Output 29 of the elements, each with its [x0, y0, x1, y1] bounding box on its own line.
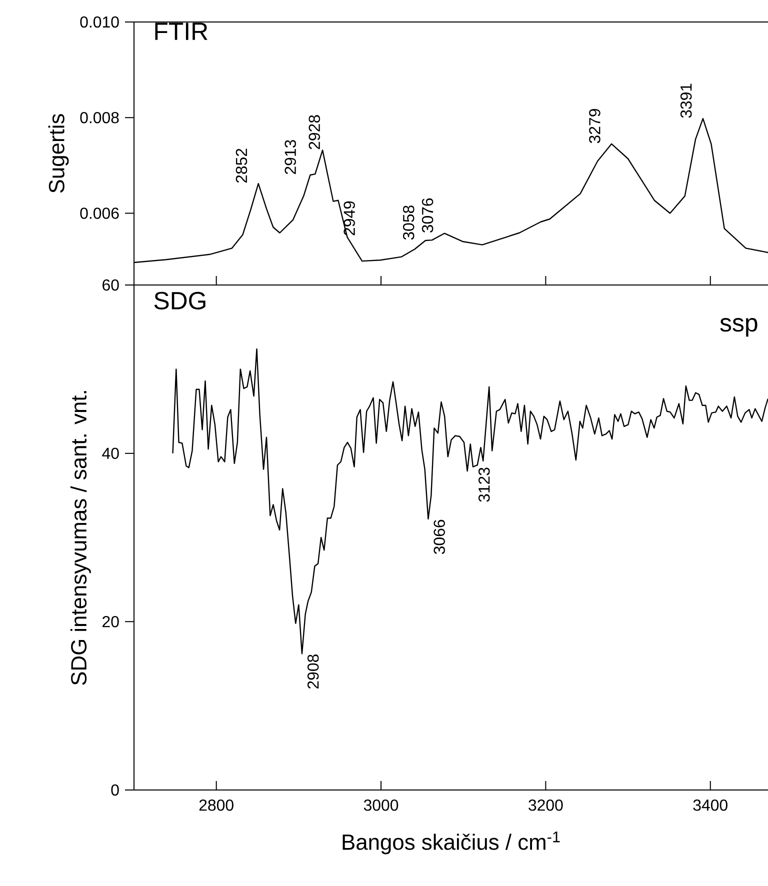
y-tick-label: 0.006: [80, 208, 119, 219]
y-axis-title: Sugertis: [48, 114, 69, 193]
y-tick-label: 0.010: [80, 16, 119, 28]
annotation: 3279: [589, 109, 600, 144]
y-tick-label: 40: [102, 448, 119, 459]
annotation: ssp: [720, 318, 758, 337]
annotation: 3076: [422, 198, 434, 233]
y-tick-label: 20: [102, 616, 119, 628]
y-tick-label: 0: [111, 784, 119, 796]
y-tick-label: 0.008: [80, 112, 119, 124]
annotation: 2949: [344, 201, 355, 236]
chart-title: FTIR: [155, 22, 208, 40]
annotation: 2852: [236, 148, 248, 183]
x-tick-label: 2800: [199, 800, 234, 811]
x-tick-label: 3400: [693, 800, 728, 811]
line-series: [172, 348, 768, 654]
annotation: 2908: [307, 654, 319, 689]
annotation: 2928: [308, 115, 320, 150]
y-axis-title: SDG intensyvumas / sant. vnt.: [70, 391, 91, 685]
chart-title: SDG: [154, 292, 206, 310]
x-axis-title: Bangos skaičius / cm$^{-1}$: [342, 832, 560, 854]
annotation: 3123: [478, 468, 490, 502]
y-tick-label: 60: [102, 279, 119, 291]
annotation: 3066: [434, 520, 445, 554]
annotation: 2913: [284, 140, 296, 174]
x-tick-label: 3200: [528, 800, 563, 811]
annotation: 3391: [680, 84, 692, 118]
x-tick-label: 3000: [364, 800, 398, 811]
annotation: 3058: [402, 206, 414, 240]
